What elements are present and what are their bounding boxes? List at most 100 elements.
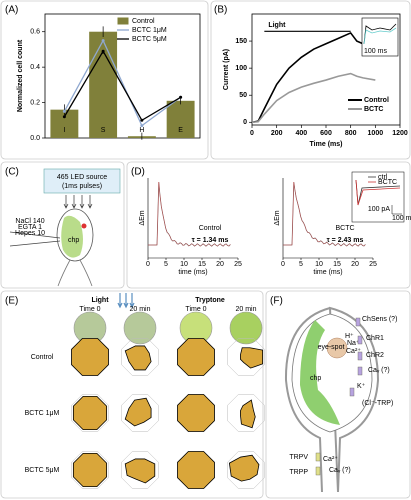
- channel: [315, 466, 321, 476]
- category-label: E: [178, 127, 183, 134]
- tau-label: τ = 1.34 ms: [192, 237, 229, 244]
- x-tick-label: 600: [320, 130, 332, 137]
- legend-label: BCTC: [364, 106, 383, 113]
- radar-shape: [72, 452, 108, 488]
- category-label: H: [139, 127, 144, 134]
- light-arrow: [87, 195, 93, 209]
- diagram-label: Caᵥ (?): [368, 367, 390, 374]
- legend-label: Control: [132, 18, 155, 25]
- group-label: Light: [91, 297, 109, 304]
- light-label: Light: [268, 22, 286, 29]
- panel-label: (E): [5, 296, 18, 307]
- x-tick-label: 10: [180, 261, 188, 268]
- plate: [229, 311, 263, 345]
- panel-label: (A): [5, 5, 18, 16]
- y-tick-label: 0.0: [30, 135, 40, 142]
- y-axis-label: ΔEm: [274, 210, 281, 225]
- channel: [357, 366, 363, 376]
- panel-frame: [0, 290, 264, 499]
- scale-label: 100 pA: [368, 206, 391, 213]
- radar-frame: [71, 394, 109, 432]
- x-axis-label: time (ms): [313, 269, 342, 276]
- light-arrow: [71, 195, 77, 209]
- light-arrow: [79, 195, 85, 209]
- time-label: Time 0: [79, 306, 100, 313]
- point: [140, 124, 144, 128]
- time-label: 20 min: [235, 306, 256, 313]
- inset-trace: [363, 23, 397, 45]
- chp-label: chp: [68, 237, 79, 244]
- point: [62, 115, 66, 119]
- y-axis-label: Normalized cell count: [17, 39, 24, 112]
- category-label: S: [101, 127, 106, 134]
- series-line: [251, 31, 376, 124]
- category-label: I: [63, 127, 65, 134]
- fit: [283, 181, 366, 247]
- radar-shape: [124, 397, 152, 427]
- annotation: *: [102, 52, 105, 59]
- diagram-label: Caᵥ (?): [329, 467, 351, 474]
- x-tick-label: 200: [271, 130, 283, 137]
- panel-label: (D): [131, 167, 145, 178]
- panel-label: (C): [5, 167, 19, 178]
- led-label: 465 LED source: [57, 174, 107, 181]
- radar-shape: [177, 338, 215, 376]
- x-tick-label: 20: [216, 261, 224, 268]
- diagram-label: ChSens (?): [362, 316, 397, 323]
- legend-swatch: [117, 17, 129, 25]
- x-tick-label: 15: [333, 261, 341, 268]
- eyespot: [81, 223, 87, 229]
- cell-wall: [284, 306, 380, 493]
- radar-shape: [240, 347, 264, 369]
- time-label: 20 min: [129, 306, 150, 313]
- diagram-label: chp: [310, 375, 321, 382]
- panel-label: (B): [214, 5, 227, 16]
- time-label: Time 0: [185, 306, 206, 313]
- radar-shape: [72, 395, 108, 431]
- plate: [123, 311, 157, 345]
- panel-label: (F): [270, 296, 283, 307]
- panel-frame: [126, 161, 411, 289]
- radar-shape: [177, 451, 215, 489]
- diagram-label: ChR2: [366, 352, 384, 359]
- diagram-label: (Cl⁻-TRP): [362, 400, 393, 407]
- panel-frame: [0, 161, 125, 289]
- led-pulses: (1ms pulses): [62, 183, 102, 190]
- chloroplast: [61, 215, 83, 258]
- scale-bar: [391, 205, 402, 215]
- axes: [147, 178, 238, 259]
- row-label: BCTC 5μM: [25, 467, 60, 474]
- radar-frame: [121, 451, 159, 489]
- legend-label: BCTC 5μM: [132, 36, 167, 43]
- solution-label: NaCl 140: [15, 218, 44, 225]
- radar-shape: [71, 338, 109, 376]
- x-tick-label: 25: [369, 261, 377, 268]
- x-tick-label: 25: [234, 261, 242, 268]
- pipette: [9, 231, 61, 247]
- panel-frame: [210, 0, 411, 160]
- y-axis-label: ΔEm: [139, 210, 146, 225]
- light-arrow: [117, 293, 123, 309]
- panel-frame: [265, 290, 411, 499]
- diagram-label: TRPV: [289, 454, 308, 461]
- point: [101, 39, 105, 43]
- diagram-label: Ca²⁺: [346, 348, 361, 355]
- plot-frame: [44, 13, 201, 139]
- x-tick-label: 15: [198, 261, 206, 268]
- trace-name: BCTC: [335, 225, 354, 232]
- inset-label: 100 ms: [364, 48, 387, 55]
- point: [179, 95, 183, 99]
- x-tick-label: 10: [315, 261, 323, 268]
- y-tick-label: 150: [235, 38, 247, 45]
- group-label: Tryptone: [195, 297, 225, 304]
- flagella: [57, 259, 93, 287]
- radar-shape: [124, 458, 156, 484]
- y-tick-label: 0.2: [30, 99, 40, 106]
- led-box: [43, 168, 121, 194]
- x-axis-label: Time (ms): [310, 141, 343, 148]
- series-line: [63, 49, 181, 122]
- x-tick-label: 5: [164, 261, 168, 268]
- radar-frame: [121, 394, 159, 432]
- scale-label: 100 ms: [392, 215, 411, 222]
- light-arrow: [63, 195, 69, 209]
